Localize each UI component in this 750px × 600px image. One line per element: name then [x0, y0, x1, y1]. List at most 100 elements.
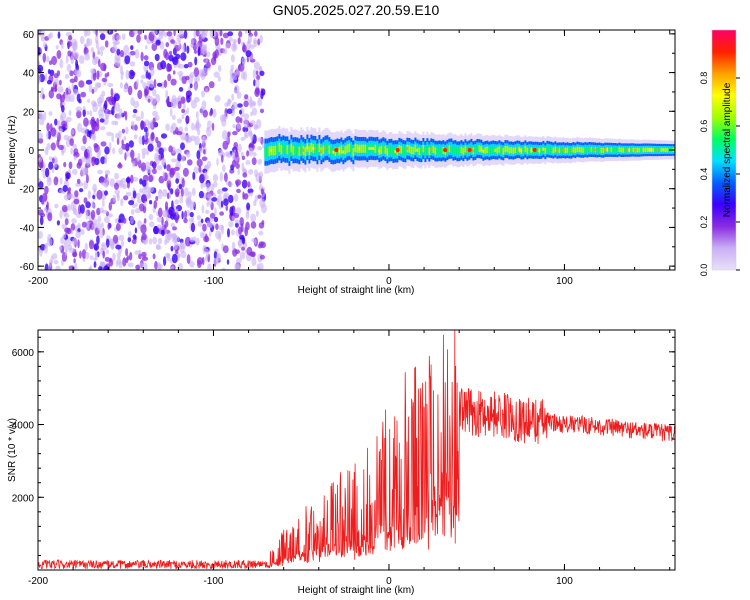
spectrogram-noise-blob: [202, 182, 207, 188]
spectrogram-noise-blob: [114, 30, 117, 33]
colorbar-gradient: [712, 30, 736, 270]
spectrogram-noise-blob: [73, 40, 78, 51]
spectrogram-noise-blob: [206, 201, 210, 207]
spectrogram-noise-blob: [118, 162, 122, 168]
signal-band-core: [326, 143, 329, 152]
spectrogram-noise-blob: [250, 213, 256, 223]
spectrogram-noise-blob: [78, 80, 85, 88]
spectrogram-noise-blob: [171, 122, 177, 130]
spectrogram-noise-blob: [205, 88, 209, 93]
spectrogram-noise-blob: [59, 58, 64, 69]
spectrogram-noise-blob: [62, 185, 68, 192]
spectrogram-noise-blob: [237, 103, 243, 108]
spectrogram-noise-blob: [131, 238, 137, 245]
spectrogram-noise-blob: [95, 30, 98, 37]
signal-band-core: [422, 144, 425, 153]
spectrogram-noise-blob: [132, 176, 139, 182]
spectrogram-noise-blob: [166, 253, 170, 262]
spectrogram-noise-blob: [147, 137, 151, 143]
spectrogram-noise-blob: [230, 64, 235, 71]
spectrogram-noise-blob: [77, 228, 81, 233]
spectrogram-noise-blob: [226, 108, 233, 114]
spectrogram-noise-blob: [147, 72, 152, 80]
signal-band-core: [454, 146, 457, 154]
spectrogram-noise-blob: [130, 209, 135, 215]
signal-band-core: [608, 147, 611, 153]
spectrogram-noise-blob: [70, 55, 75, 65]
spectrogram-noise-blob: [80, 145, 87, 151]
spectrogram-noise-blob: [67, 188, 70, 194]
spectrogram-noise-blob: [81, 156, 86, 163]
colorbar-tick-label: 0.4: [699, 168, 709, 181]
spectrogram-noise-blob: [157, 263, 163, 270]
signal-band-peak: [372, 147, 375, 151]
spectrogram-noise-blob: [38, 156, 43, 163]
signal-band-peak: [406, 147, 409, 150]
spectrogram-noise-blob: [172, 114, 176, 121]
signal-band-core: [460, 146, 463, 154]
spectrogram-noise-blob: [115, 244, 122, 250]
spectrogram-noise-blob: [91, 89, 95, 94]
spectrogram-noise-blob: [205, 233, 208, 242]
signal-band-core: [528, 146, 531, 153]
spectrogram-noise-blob: [150, 97, 156, 106]
signal-band-core: [578, 147, 581, 153]
signal-band-peak: [472, 149, 475, 153]
spectrogram-noise-blob: [217, 64, 222, 72]
spectrogram-noise-blob: [56, 70, 61, 76]
spectrogram-noise-blob: [142, 82, 147, 89]
spectrogram-noise-blob: [255, 210, 259, 217]
spectrogram-noise-blob: [104, 169, 111, 175]
spectrogram-noise-blob: [96, 222, 102, 231]
signal-band-core: [498, 146, 501, 153]
spectrogram-noise-blob: [141, 187, 148, 195]
spectrogram-noise-blob: [208, 230, 212, 237]
spectrogram-noise-blob: [78, 55, 85, 64]
spectrogram-x-tick-label: -100: [203, 276, 223, 287]
signal-band-core: [440, 147, 443, 155]
spectrogram-noise-blob: [72, 251, 78, 258]
signal-band-core: [412, 147, 415, 155]
spectrogram-noise-blob: [256, 266, 262, 270]
signal-band-peak: [634, 148, 637, 152]
spectrogram-noise-blob: [214, 36, 220, 47]
spectrogram-noise-blob: [67, 50, 72, 57]
signal-band-peak: [306, 145, 309, 149]
signal-band-peak: [518, 148, 521, 151]
signal-band-core: [614, 147, 617, 153]
spectrogram-noise-blob: [151, 30, 158, 35]
spectrogram-noise-blob: [245, 160, 251, 165]
spectrogram-noise-blob: [98, 149, 102, 156]
spectrogram-noise-blob: [154, 261, 158, 270]
spectrogram-noise-blob: [189, 211, 194, 218]
spectrogram-noise-blob: [63, 161, 67, 168]
spectrogram-noise-blob: [166, 31, 173, 37]
spectrogram-noise-blob: [113, 40, 121, 45]
spectrogram-noise-blob: [139, 188, 143, 194]
spectrogram-noise-blob: [196, 150, 201, 160]
spectrogram-noise-blob: [98, 113, 105, 119]
spectrogram-noise-blob: [71, 218, 77, 224]
spectrogram-noise-blob: [193, 67, 200, 78]
spectrogram-noise-blob: [101, 77, 108, 83]
signal-band-peak: [556, 149, 559, 153]
spectrogram-noise-blob: [219, 211, 225, 216]
spectrogram-noise-blob: [205, 51, 211, 58]
spectrogram-noise-blob: [128, 230, 132, 238]
spectrogram-noise-blob: [125, 126, 129, 135]
signal-band-core: [264, 147, 267, 157]
spectrogram-noise-blob: [72, 238, 77, 246]
spectrogram-noise-blob: [61, 105, 65, 113]
spectrogram-noise-blob: [82, 135, 87, 145]
spectrogram-noise-blob: [242, 172, 248, 178]
spectrogram-noise-blob: [229, 206, 234, 216]
spectrogram-noise-blob: [152, 117, 156, 125]
spectrogram-noise-blob: [130, 97, 135, 106]
spectrogram-noise-blob: [178, 40, 182, 50]
spectrogram-noise-blob: [236, 123, 242, 129]
spectrogram-noise-blob: [63, 240, 67, 250]
spectrogram-noise-blob: [73, 258, 76, 264]
signal-band-peak: [650, 148, 653, 152]
spectrogram-noise-blob: [186, 45, 190, 54]
